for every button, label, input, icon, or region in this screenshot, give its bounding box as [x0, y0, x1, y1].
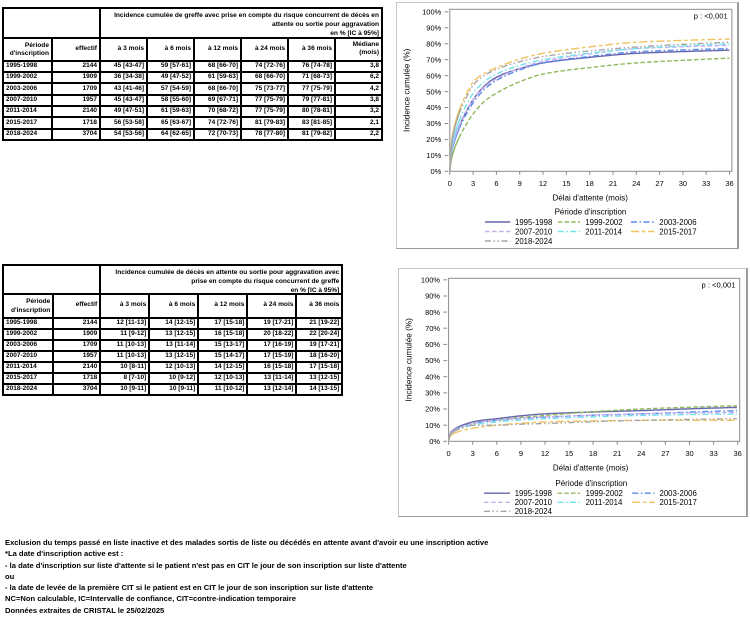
svg-text:1999-2002: 1999-2002: [586, 489, 623, 498]
svg-text:0: 0: [448, 179, 452, 188]
svg-text:36: 36: [734, 449, 742, 458]
svg-text:100%: 100%: [421, 276, 441, 285]
svg-text:6: 6: [495, 449, 499, 458]
svg-text:10%: 10%: [426, 151, 441, 160]
svg-text:27: 27: [655, 179, 663, 188]
svg-text:2011-2014: 2011-2014: [586, 498, 623, 507]
svg-text:12: 12: [541, 449, 549, 458]
svg-text:18: 18: [586, 179, 594, 188]
svg-text:12: 12: [539, 179, 547, 188]
svg-text:2003-2006: 2003-2006: [660, 489, 697, 498]
svg-text:2007-2010: 2007-2010: [515, 498, 553, 507]
svg-text:40%: 40%: [425, 372, 440, 381]
svg-text:21: 21: [609, 179, 617, 188]
svg-text:p : <0,001: p : <0,001: [694, 12, 728, 21]
svg-text:80%: 80%: [426, 40, 441, 49]
svg-text:0: 0: [447, 449, 451, 458]
svg-text:36: 36: [725, 179, 733, 188]
svg-text:33: 33: [702, 179, 710, 188]
svg-text:80%: 80%: [425, 308, 440, 317]
svg-text:0%: 0%: [429, 437, 440, 446]
svg-text:9: 9: [518, 179, 522, 188]
svg-text:p : <0,001: p : <0,001: [702, 281, 736, 290]
svg-text:30%: 30%: [425, 389, 440, 398]
svg-text:100%: 100%: [422, 8, 442, 17]
svg-text:0%: 0%: [430, 167, 441, 176]
svg-text:Période d'inscription: Période d'inscription: [555, 208, 627, 217]
svg-text:60%: 60%: [425, 340, 440, 349]
svg-text:20%: 20%: [426, 135, 441, 144]
svg-text:30: 30: [685, 449, 693, 458]
svg-text:3: 3: [471, 179, 475, 188]
svg-text:30: 30: [679, 179, 687, 188]
svg-text:2015-2017: 2015-2017: [659, 227, 696, 236]
svg-text:1995-1998: 1995-1998: [515, 218, 552, 227]
svg-text:40%: 40%: [426, 103, 441, 112]
svg-text:9: 9: [519, 449, 523, 458]
svg-text:18: 18: [589, 449, 597, 458]
svg-text:6: 6: [494, 179, 498, 188]
svg-text:15: 15: [562, 179, 570, 188]
svg-text:10%: 10%: [425, 421, 440, 430]
svg-text:1995-1998: 1995-1998: [515, 489, 552, 498]
svg-text:Incidence cumulée (%): Incidence cumulée (%): [403, 48, 412, 132]
svg-text:20%: 20%: [425, 405, 440, 414]
svg-text:1999-2002: 1999-2002: [585, 218, 622, 227]
svg-text:Délai d'attente (mois): Délai d'attente (mois): [553, 194, 629, 203]
svg-text:2003-2006: 2003-2006: [659, 218, 696, 227]
svg-text:Délai d'attente (mois): Délai d'attente (mois): [553, 464, 629, 473]
svg-text:33: 33: [709, 449, 717, 458]
svg-text:90%: 90%: [426, 24, 441, 33]
svg-text:60%: 60%: [426, 71, 441, 80]
svg-text:2011-2014: 2011-2014: [585, 227, 622, 236]
svg-text:2018-2024: 2018-2024: [515, 507, 553, 516]
svg-text:50%: 50%: [425, 356, 440, 365]
svg-text:27: 27: [661, 449, 669, 458]
svg-text:70%: 70%: [425, 324, 440, 333]
svg-text:Période d'inscription: Période d'inscription: [555, 479, 627, 488]
svg-text:24: 24: [632, 179, 640, 188]
svg-text:3: 3: [471, 449, 475, 458]
svg-text:50%: 50%: [426, 87, 441, 96]
svg-text:24: 24: [637, 449, 645, 458]
svg-text:70%: 70%: [426, 55, 441, 64]
svg-text:90%: 90%: [425, 292, 440, 301]
svg-text:30%: 30%: [426, 119, 441, 128]
svg-text:21: 21: [613, 449, 621, 458]
svg-text:2015-2017: 2015-2017: [660, 498, 697, 507]
svg-text:Incidence cumulée (%): Incidence cumulée (%): [405, 318, 414, 402]
svg-text:15: 15: [565, 449, 573, 458]
svg-text:2007-2010: 2007-2010: [515, 227, 553, 236]
svg-text:2018-2024: 2018-2024: [515, 237, 553, 246]
